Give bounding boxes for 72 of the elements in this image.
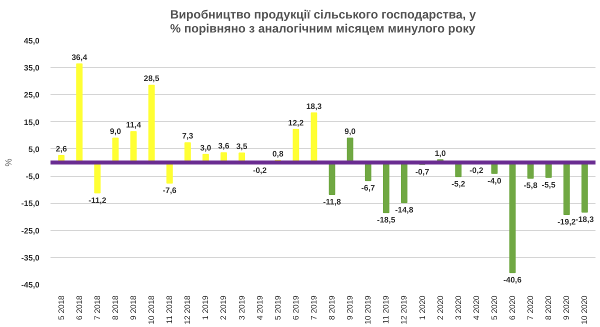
x-tick-label: 4 2020 (472, 294, 481, 320)
x-tick-label: 6 2019 (291, 294, 300, 320)
x-tick-label: 9 2018 (129, 294, 138, 320)
x-tick-label: 9 2020 (562, 294, 572, 320)
x-tick-label: 1 2019 (201, 294, 210, 320)
x-tick-label: 4 2019 (255, 294, 264, 320)
x-tick-label: 6 2018 (74, 294, 84, 320)
y-tick-label: 5,0 (28, 144, 40, 154)
data-label: -11,8 (323, 197, 342, 206)
data-label: 18,3 (306, 102, 322, 111)
y-tick-label: 35,0 (24, 64, 40, 73)
x-tick-label: 2 2020 (436, 294, 445, 320)
data-label: -11,2 (88, 196, 107, 205)
x-tick-label: 11 2018 (165, 294, 174, 324)
data-label: -5,8 (524, 181, 538, 190)
x-tick-label: 7 2018 (92, 294, 102, 320)
x-tick-label: 9 2019 (346, 294, 355, 320)
data-label: -0,7 (415, 167, 430, 176)
x-tick-label: 8 2018 (110, 294, 120, 320)
y-tick-label: 45,0 (24, 36, 40, 46)
y-tick-label: 15,0 (24, 118, 40, 127)
x-tick-label: 12 2018 (183, 294, 192, 324)
data-label: 3,0 (200, 143, 212, 152)
data-label: 12,2 (288, 118, 304, 128)
data-label: -18,5 (377, 216, 396, 225)
x-tick-label: 6 2020 (508, 294, 517, 320)
y-tick-label: -35,0 (21, 253, 40, 262)
data-label: -4,0 (488, 176, 502, 186)
data-label: 9,0 (344, 127, 356, 136)
y-tick-label: -25,0 (21, 226, 40, 236)
data-label: -19,2 (558, 218, 576, 227)
x-tick-label: 10 2020 (580, 294, 590, 324)
x-tick-label: 7 2019 (309, 294, 318, 320)
y-tick-label: -15,0 (21, 199, 40, 208)
x-tick-label: 3 2020 (454, 294, 463, 320)
data-label: 28,5 (144, 74, 160, 84)
data-label: -0,2 (252, 166, 268, 176)
data-label: -18,3 (576, 215, 594, 224)
y-axis-title: % (3, 158, 14, 166)
data-label: 11,4 (126, 120, 142, 130)
y-tick-label: -5,0 (26, 172, 40, 182)
data-label: 1,0 (434, 148, 446, 158)
data-label: -6,7 (361, 184, 376, 193)
data-label: 0,8 (272, 149, 284, 158)
x-tick-label: 3 2019 (237, 294, 246, 320)
x-tick-label: 8 2020 (544, 294, 554, 320)
data-label: 36,4 (72, 52, 88, 62)
x-tick-label: 10 2019 (364, 294, 373, 324)
data-label: -7,6 (162, 186, 178, 196)
data-label: 2,6 (56, 144, 68, 154)
x-tick-label: 5 2018 (56, 294, 66, 320)
data-label: -5,5 (542, 180, 556, 190)
x-tick-label: 10 2018 (147, 294, 156, 324)
data-label: 3,5 (236, 142, 248, 152)
x-tick-label: 5 2019 (273, 294, 282, 320)
data-label: -5,2 (451, 180, 466, 189)
x-tick-label: 1 2020 (418, 294, 427, 320)
data-label: 3,6 (218, 142, 230, 151)
data-label: -40,6 (503, 276, 522, 285)
x-tick-label: 8 2019 (328, 294, 337, 320)
data-label: 7,3 (182, 132, 194, 141)
chart-title: Виробництво продукції сільського господарства, у % порівняно з аналогічним місяцем минулого року (170, 8, 476, 36)
data-label: -14,8 (395, 206, 414, 215)
x-tick-label: 12 2019 (400, 294, 409, 324)
y-tick-label: -45,0 (21, 280, 40, 290)
data-label: 9,0 (110, 127, 122, 136)
x-tick-label: 2 2019 (219, 294, 228, 320)
y-tick-label: 25,0 (24, 90, 40, 100)
x-tick-label: 5 2020 (490, 294, 499, 320)
data-label: -0,2 (470, 166, 484, 176)
x-tick-label: 11 2019 (382, 294, 391, 324)
x-tick-label: 7 2020 (526, 294, 536, 320)
